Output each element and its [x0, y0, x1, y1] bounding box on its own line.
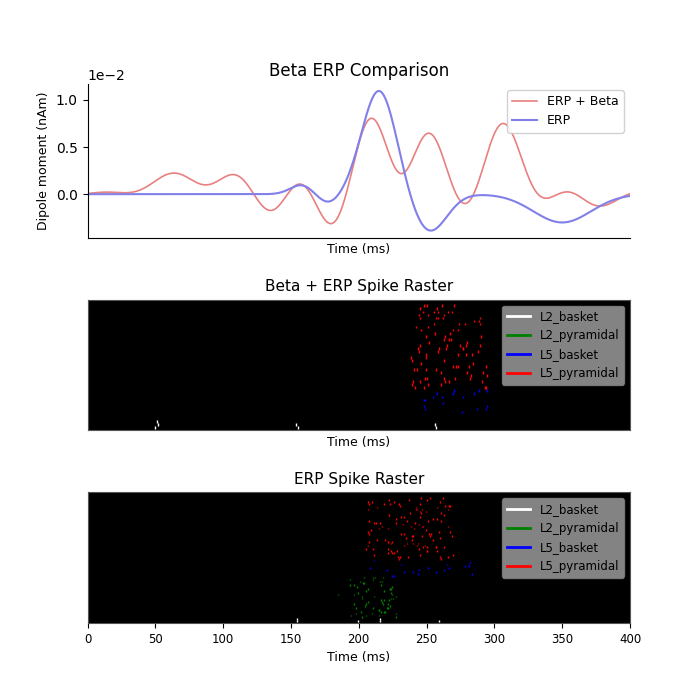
ERP + Beta — [111, 188, 120, 197]
ERP — [374, 87, 383, 95]
Y-axis label: Dipole moment (nAm): Dipole moment (nAm) — [37, 92, 50, 230]
ERP — [426, 226, 435, 234]
Legend: ERP + Beta, ERP: ERP + Beta, ERP — [507, 90, 624, 132]
Line: ERP + Beta: ERP + Beta — [88, 118, 630, 223]
Title: Beta ERP Comparison: Beta ERP Comparison — [269, 62, 449, 80]
ERP — [511, 197, 519, 206]
ERP + Beta — [511, 136, 519, 145]
ERP + Beta — [333, 214, 342, 223]
ERP — [347, 163, 356, 172]
ERP — [626, 192, 634, 200]
ERP + Beta — [626, 190, 634, 198]
X-axis label: Time (ms): Time (ms) — [327, 436, 391, 449]
ERP + Beta — [610, 197, 619, 206]
ERP + Beta — [347, 168, 356, 176]
Legend: L2_basket, L2_pyramidal, L5_basket, L5_pyramidal: L2_basket, L2_pyramidal, L5_basket, L5_p… — [502, 306, 624, 385]
Title: Beta + ERP Spike Raster: Beta + ERP Spike Raster — [265, 279, 453, 295]
ERP + Beta — [610, 197, 619, 205]
Line: ERP: ERP — [88, 91, 630, 230]
ERP — [111, 190, 120, 198]
ERP + Beta — [368, 114, 376, 122]
ERP + Beta — [327, 219, 335, 228]
ERP + Beta — [83, 189, 92, 197]
Title: ERP Spike Raster: ERP Spike Raster — [293, 472, 424, 487]
ERP — [610, 195, 619, 204]
X-axis label: Time (ms): Time (ms) — [327, 651, 391, 664]
ERP — [332, 192, 341, 200]
Legend: L2_basket, L2_pyramidal, L5_basket, L5_pyramidal: L2_basket, L2_pyramidal, L5_basket, L5_p… — [502, 498, 624, 578]
ERP — [83, 190, 92, 198]
X-axis label: Time (ms): Time (ms) — [327, 243, 391, 256]
ERP — [610, 195, 619, 204]
